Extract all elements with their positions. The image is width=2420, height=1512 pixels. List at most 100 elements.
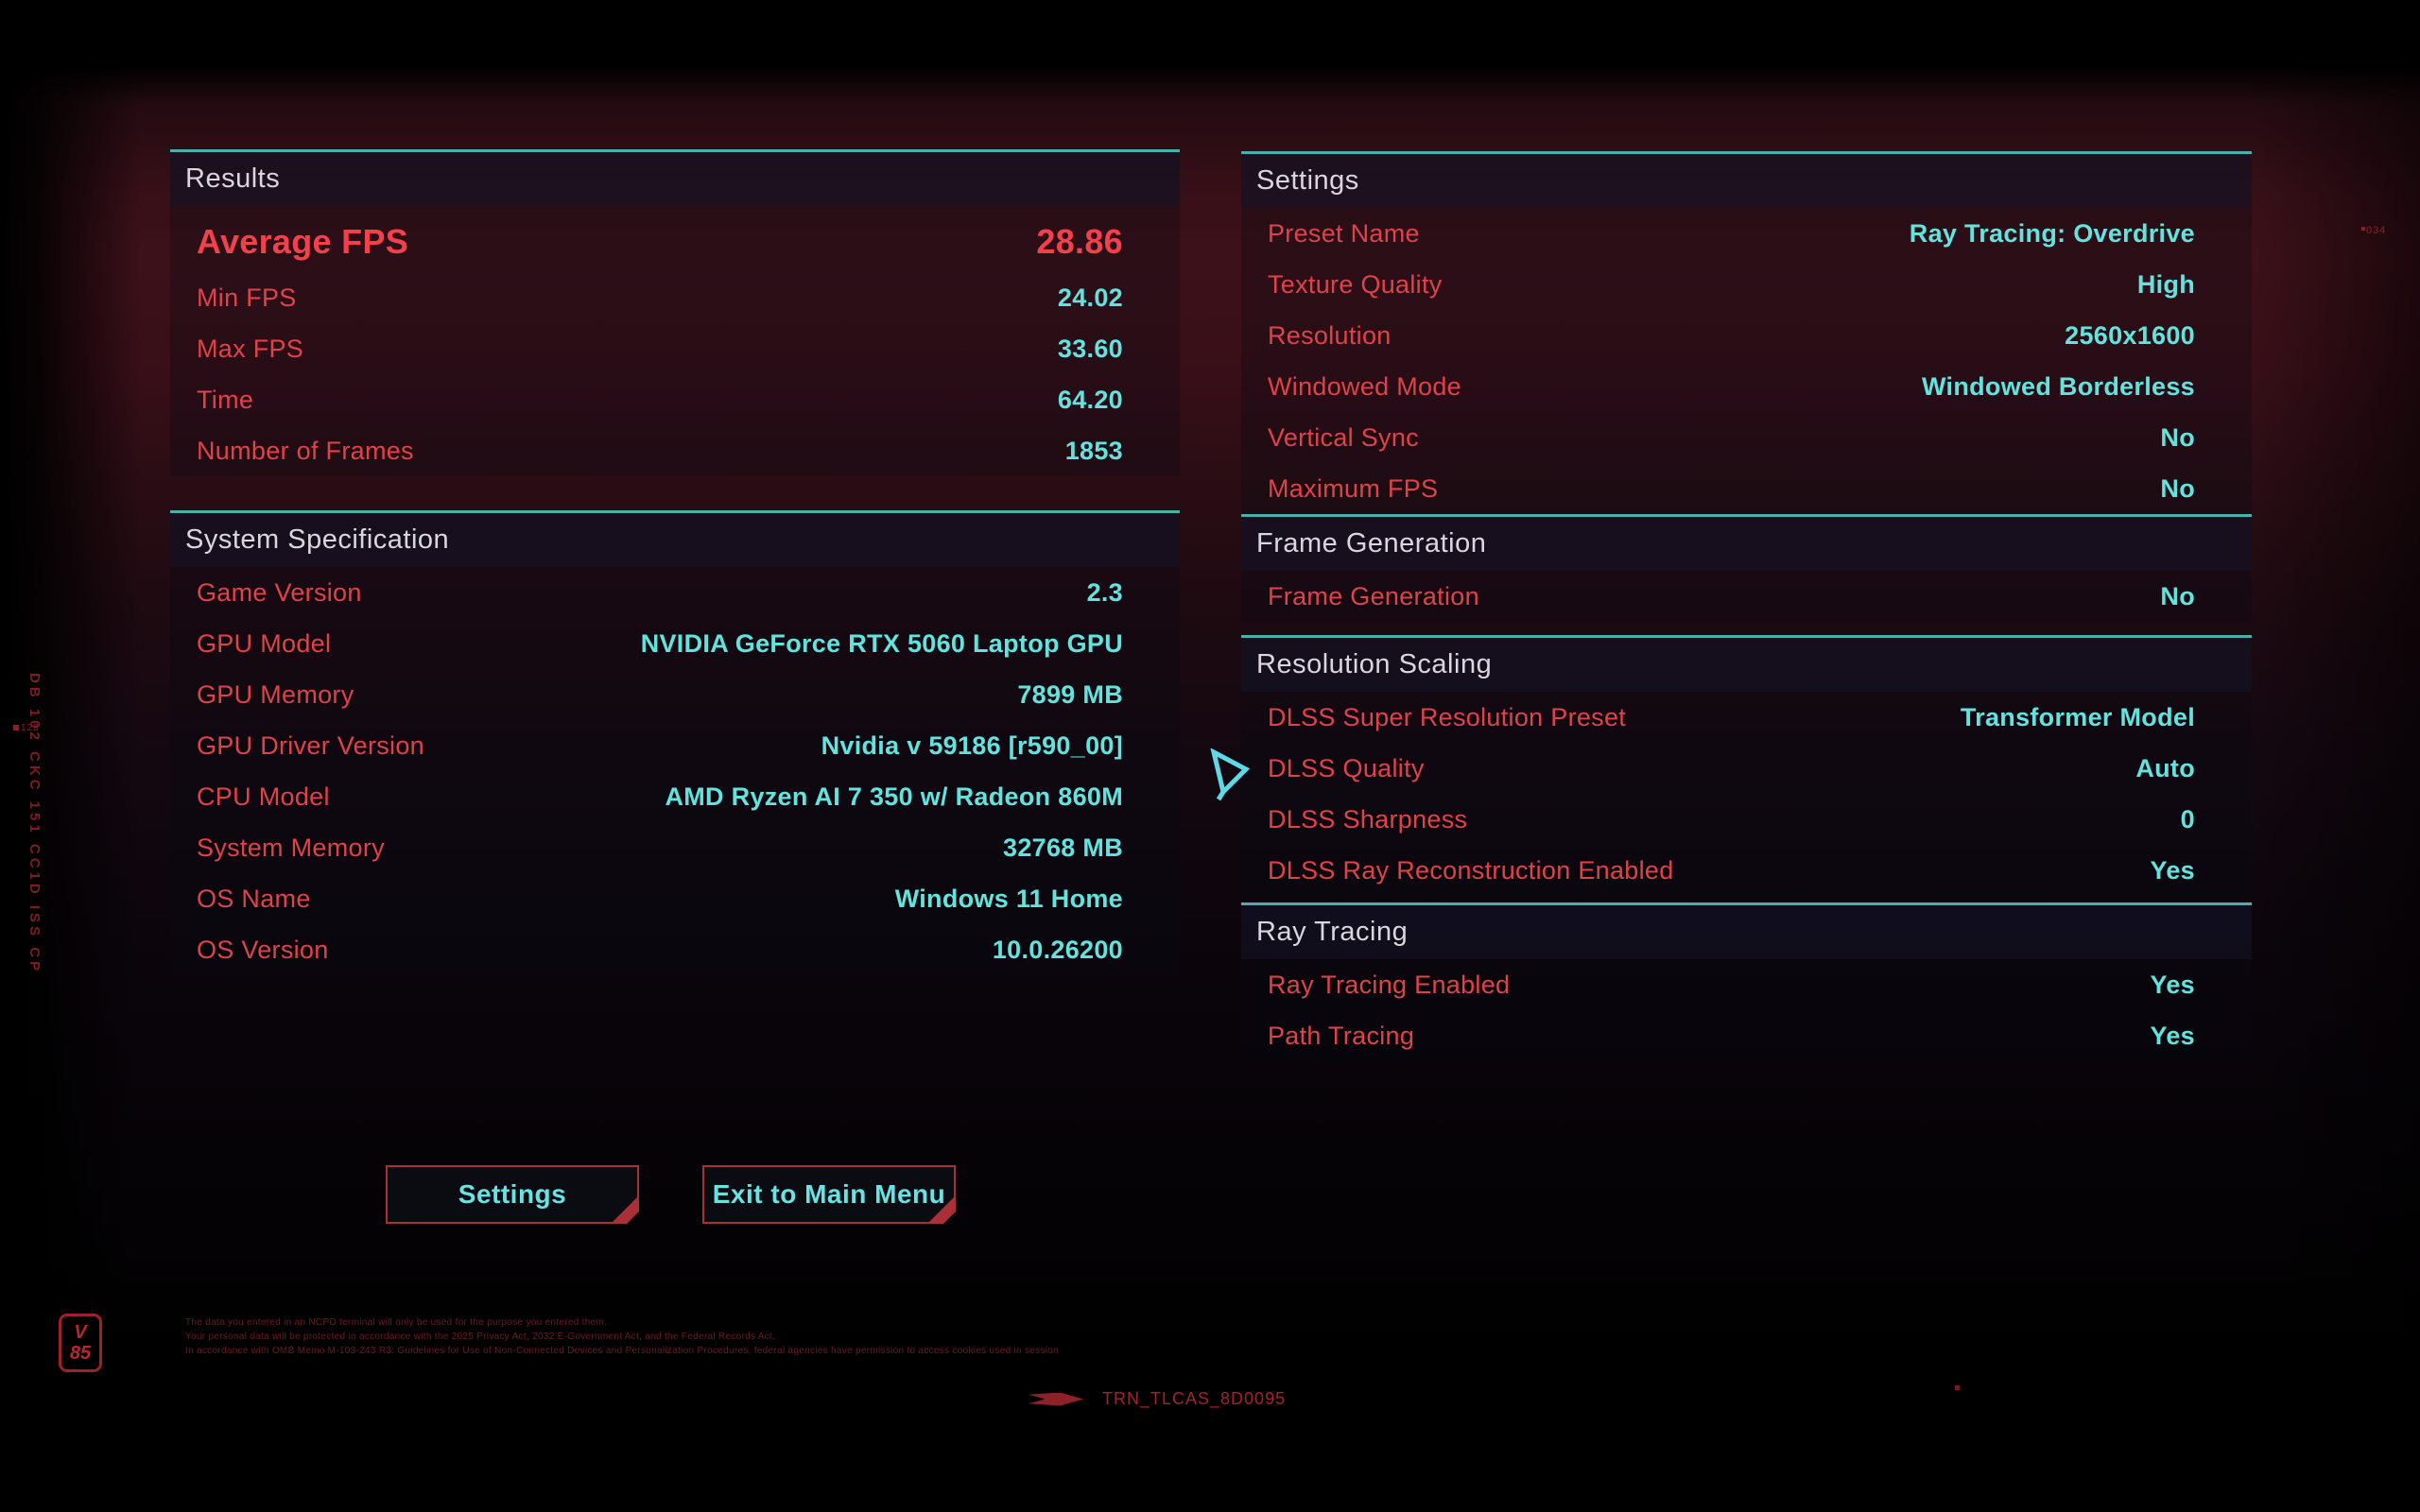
game-version-value: 2.3: [1086, 577, 1123, 607]
system-specification-title: System Specification: [185, 524, 450, 555]
spec-row: OS Name Windows 11 Home: [170, 873, 1180, 924]
ray-tracing-enabled-value: Yes: [2150, 970, 2195, 999]
max-fps-value: 33.60: [1057, 334, 1123, 363]
setting-row: Maximum FPS No: [1241, 463, 2252, 514]
result-row: Number of Frames 1853: [170, 425, 1180, 476]
average-fps-label: Average FPS: [197, 222, 409, 261]
badge-number: 85: [69, 1343, 92, 1364]
ray-tracing-panel: Ray Tracing Ray Tracing Enabled Yes Path…: [1241, 902, 2252, 1061]
number-of-frames-label: Number of Frames: [197, 436, 414, 465]
results-panel-header: Results: [170, 152, 1180, 206]
transaction-code-text: TRN_TLCAS_8D0095: [1102, 1389, 1287, 1408]
setting-row: DLSS Sharpness 0: [1241, 794, 2252, 845]
number-of-frames-value: 1853: [1064, 436, 1123, 465]
frame-generation-value: No: [2160, 581, 2195, 610]
path-tracing-label: Path Tracing: [1268, 1021, 1415, 1050]
ray-tracing-header: Ray Tracing: [1241, 905, 2252, 959]
left-decor-mark: 123: [13, 723, 40, 733]
spec-row: CPU Model AMD Ryzen AI 7 350 w/ Radeon 8…: [170, 771, 1180, 822]
path-tracing-value: Yes: [2150, 1021, 2195, 1050]
texture-quality-value: High: [2136, 269, 2195, 299]
left-vertical-decor-text: DB 102 CKC 151 CC1D ISS CP: [26, 673, 43, 975]
results-title: Results: [185, 163, 281, 194]
os-name-value: Windows 11 Home: [894, 884, 1123, 913]
settings-button[interactable]: Settings: [386, 1165, 639, 1224]
settings-button-label: Settings: [458, 1179, 567, 1209]
resolution-scaling-header: Resolution Scaling: [1241, 638, 2252, 692]
setting-row: Vertical Sync No: [1241, 412, 2252, 463]
system-specification-header: System Specification: [170, 513, 1180, 567]
frame-generation-title: Frame Generation: [1256, 528, 1487, 558]
gpu-driver-version-value: Nvidia v 59186 [r590_00]: [821, 730, 1123, 760]
exit-to-main-menu-button[interactable]: Exit to Main Menu: [702, 1165, 956, 1224]
time-value: 64.20: [1057, 385, 1123, 414]
windowed-mode-value: Windowed Borderless: [1921, 371, 2195, 401]
dlss-sharpness-value: 0: [2180, 804, 2195, 833]
max-fps-label: Max FPS: [197, 334, 304, 363]
badge-letter: V: [74, 1322, 87, 1343]
spec-row: System Memory 32768 MB: [170, 822, 1180, 873]
min-fps-value: 24.02: [1057, 283, 1123, 312]
os-name-label: OS Name: [197, 884, 311, 913]
dlss-super-resolution-preset-value: Transformer Model: [1960, 702, 2195, 731]
settings-panel: Settings Preset Name Ray Tracing: Overdr…: [1241, 151, 2252, 514]
legal-line: Your personal data will be protected in …: [185, 1332, 776, 1342]
settings-title: Settings: [1256, 165, 1359, 196]
preset-name-label: Preset Name: [1268, 218, 1420, 248]
texture-quality-label: Texture Quality: [1268, 269, 1443, 299]
setting-row: DLSS Ray Reconstruction Enabled Yes: [1241, 845, 2252, 896]
os-version-value: 10.0.26200: [992, 935, 1123, 964]
dlss-ray-reconstruction-label: DLSS Ray Reconstruction Enabled: [1268, 855, 1674, 885]
windowed-mode-label: Windowed Mode: [1268, 371, 1462, 401]
time-label: Time: [197, 385, 254, 414]
dlss-sharpness-label: DLSS Sharpness: [1268, 804, 1468, 833]
setting-row: Resolution 2560x1600: [1241, 310, 2252, 361]
gpu-memory-label: GPU Memory: [197, 679, 354, 709]
setting-row: Preset Name Ray Tracing: Overdrive: [1241, 208, 2252, 259]
setting-row: DLSS Super Resolution Preset Transformer…: [1241, 692, 2252, 743]
result-row: Min FPS 24.02: [170, 272, 1180, 323]
vertical-sync-value: No: [2160, 422, 2195, 452]
setting-row: Texture Quality High: [1241, 259, 2252, 310]
frame-generation-header: Frame Generation: [1241, 517, 2252, 571]
setting-row: Ray Tracing Enabled Yes: [1241, 959, 2252, 1010]
gpu-driver-version-label: GPU Driver Version: [197, 730, 424, 760]
exit-button-label: Exit to Main Menu: [712, 1179, 946, 1209]
legal-fine-print: The data you entered in an NCPD terminal…: [185, 1315, 1059, 1358]
left-column: Results Average FPS 28.86 Min FPS 24.02 …: [170, 149, 1180, 975]
spec-row: GPU Driver Version Nvidia v 59186 [r590_…: [170, 720, 1180, 771]
setting-row: Frame Generation No: [1241, 571, 2252, 622]
arrow-right-icon: [1028, 1392, 1083, 1406]
system-memory-label: System Memory: [197, 833, 385, 862]
spec-row: GPU Memory 7899 MB: [170, 669, 1180, 720]
resolution-value: 2560x1600: [2065, 320, 2195, 350]
red-dot-decor: [1955, 1385, 1960, 1390]
result-row: Max FPS 33.60: [170, 323, 1180, 374]
preset-name-value: Ray Tracing: Overdrive: [1909, 218, 2195, 248]
result-row-average-fps: Average FPS 28.86: [170, 206, 1180, 272]
frame-generation-label: Frame Generation: [1268, 581, 1479, 610]
results-panel: Results Average FPS 28.86 Min FPS 24.02 …: [170, 149, 1180, 476]
setting-row: Path Tracing Yes: [1241, 1010, 2252, 1061]
spec-row: Game Version 2.3: [170, 567, 1180, 618]
gpu-memory-value: 7899 MB: [1017, 679, 1123, 709]
cpu-model-value: AMD Ryzen AI 7 350 w/ Radeon 860M: [665, 782, 1123, 811]
gpu-model-value: NVIDIA GeForce RTX 5060 Laptop GPU: [640, 628, 1123, 658]
setting-row: DLSS Quality Auto: [1241, 743, 2252, 794]
system-specification-panel: System Specification Game Version 2.3 GP…: [170, 510, 1180, 975]
result-row: Time 64.20: [170, 374, 1180, 425]
vertical-sync-label: Vertical Sync: [1268, 422, 1419, 452]
legal-line: The data you entered in an NCPD terminal…: [185, 1317, 608, 1328]
average-fps-value: 28.86: [1036, 222, 1123, 261]
spec-row: GPU Model NVIDIA GeForce RTX 5060 Laptop…: [170, 618, 1180, 669]
dlss-quality-label: DLSS Quality: [1268, 753, 1425, 782]
gpu-model-label: GPU Model: [197, 628, 332, 658]
resolution-label: Resolution: [1268, 320, 1392, 350]
dlss-quality-value: Auto: [2135, 753, 2195, 782]
settings-panel-header: Settings: [1241, 154, 2252, 208]
min-fps-label: Min FPS: [197, 283, 297, 312]
legal-line: In accordance with OMB Memo M-103-243 R3…: [185, 1346, 1059, 1356]
cursor-icon: [1210, 748, 1251, 801]
ray-tracing-title: Ray Tracing: [1256, 917, 1409, 947]
